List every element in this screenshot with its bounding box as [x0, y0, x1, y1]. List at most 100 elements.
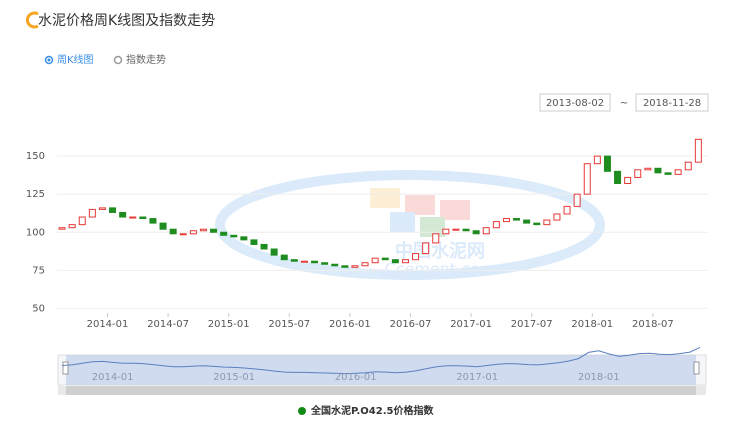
- candle: [321, 262, 329, 265]
- candle: [391, 259, 399, 264]
- x-tick-label: 2018-07: [632, 319, 674, 330]
- candle: [603, 155, 611, 172]
- candle: [169, 228, 177, 235]
- x-tick-label: 2018-01: [571, 319, 613, 330]
- candle: [68, 224, 76, 229]
- tab-radio[interactable]: [113, 55, 123, 65]
- candle: [684, 161, 692, 171]
- candle: [482, 227, 490, 235]
- candle: [139, 216, 147, 220]
- candle: [129, 216, 137, 219]
- x-tick-label: 2014-01: [87, 319, 129, 330]
- date-input[interactable]: [635, 93, 709, 112]
- legend-marker: [298, 407, 306, 415]
- candle: [199, 228, 207, 232]
- x-tick-label: 2017-01: [450, 319, 492, 330]
- date-start: 2013-08-02: [546, 98, 604, 109]
- candle: [300, 260, 308, 263]
- candle: [361, 262, 369, 267]
- candle: [189, 230, 197, 235]
- candle: [371, 257, 379, 264]
- candle: [250, 239, 258, 245]
- candle: [280, 254, 288, 261]
- candle: [159, 222, 167, 230]
- candle: [523, 219, 531, 224]
- candle: [381, 257, 389, 261]
- candle: [472, 230, 480, 235]
- candle: [533, 222, 541, 226]
- candle: [311, 260, 319, 264]
- candle: [563, 205, 571, 215]
- x-tick-label: 2017-07: [511, 319, 553, 330]
- candle: [220, 231, 228, 236]
- candle: [58, 227, 66, 230]
- candle: [412, 253, 420, 261]
- candle: [502, 218, 510, 223]
- logo: [25, 11, 39, 29]
- tab-radio-dot: [47, 58, 51, 62]
- page-title: 水泥价格周K线图及指数走势: [38, 13, 215, 29]
- candle: [462, 228, 470, 232]
- x-tick-label: 2015-07: [268, 319, 310, 330]
- y-tick-label: 75: [32, 265, 45, 276]
- candle: [573, 193, 581, 207]
- candle: [78, 216, 86, 226]
- candle: [452, 228, 460, 231]
- watermark: 中国水泥网 Ccement.com: [215, 170, 605, 280]
- candle: [513, 218, 521, 221]
- candle: [98, 207, 106, 210]
- candle: [442, 228, 450, 235]
- slider-label: 2018-01: [578, 372, 620, 383]
- slider-label: 2017-01: [456, 372, 498, 383]
- candle: [290, 259, 298, 262]
- date-sep: ~: [620, 98, 628, 109]
- candle: [260, 243, 268, 250]
- candle: [664, 172, 672, 175]
- y-tick-label: 125: [26, 189, 45, 200]
- candle: [341, 265, 349, 268]
- x-tick-label: 2016-07: [390, 319, 432, 330]
- candle: [674, 169, 682, 175]
- slider-label: 2014-01: [92, 372, 134, 383]
- slider-label: 2015-01: [213, 372, 255, 383]
- legend-label[interactable]: 全国水泥P.O42.5价格指数: [310, 404, 434, 417]
- slider-handle[interactable]: [62, 361, 69, 375]
- date-end: 2018-11-28: [643, 98, 701, 109]
- x-tick-label: 2015-01: [208, 319, 250, 330]
- slider-window[interactable]: [66, 355, 696, 385]
- candle: [88, 208, 96, 218]
- candle: [119, 211, 127, 218]
- candle: [553, 213, 561, 221]
- candle: [624, 176, 632, 185]
- slider-label: 2016-01: [335, 372, 377, 383]
- candle: [492, 221, 500, 229]
- candle: [422, 242, 430, 255]
- candle: [179, 233, 187, 236]
- y-tick-label: 150: [26, 151, 45, 162]
- candle: [543, 219, 551, 226]
- candle: [634, 169, 642, 178]
- candle: [149, 218, 157, 224]
- scrollbar-thumb[interactable]: [66, 386, 696, 395]
- y-tick-label: 100: [26, 227, 45, 238]
- candle: [401, 259, 409, 264]
- candle: [270, 248, 278, 256]
- candle: [210, 228, 218, 233]
- candle: [331, 263, 339, 267]
- tab-radio[interactable]: [44, 55, 54, 65]
- x-tick-label: 2014-07: [147, 319, 189, 330]
- candle: [432, 233, 440, 244]
- watermark-en: Ccement.com: [385, 260, 496, 279]
- candle: [614, 170, 622, 185]
- candle: [583, 163, 591, 195]
- candle: [654, 167, 662, 174]
- tab[interactable]: 周K线图: [57, 53, 94, 66]
- candle: [240, 236, 248, 241]
- candle: [593, 155, 601, 165]
- slider-handle[interactable]: [693, 361, 700, 375]
- tab[interactable]: 指数走势: [126, 53, 166, 66]
- overview-line: [61, 346, 701, 375]
- date-input[interactable]: [539, 93, 611, 112]
